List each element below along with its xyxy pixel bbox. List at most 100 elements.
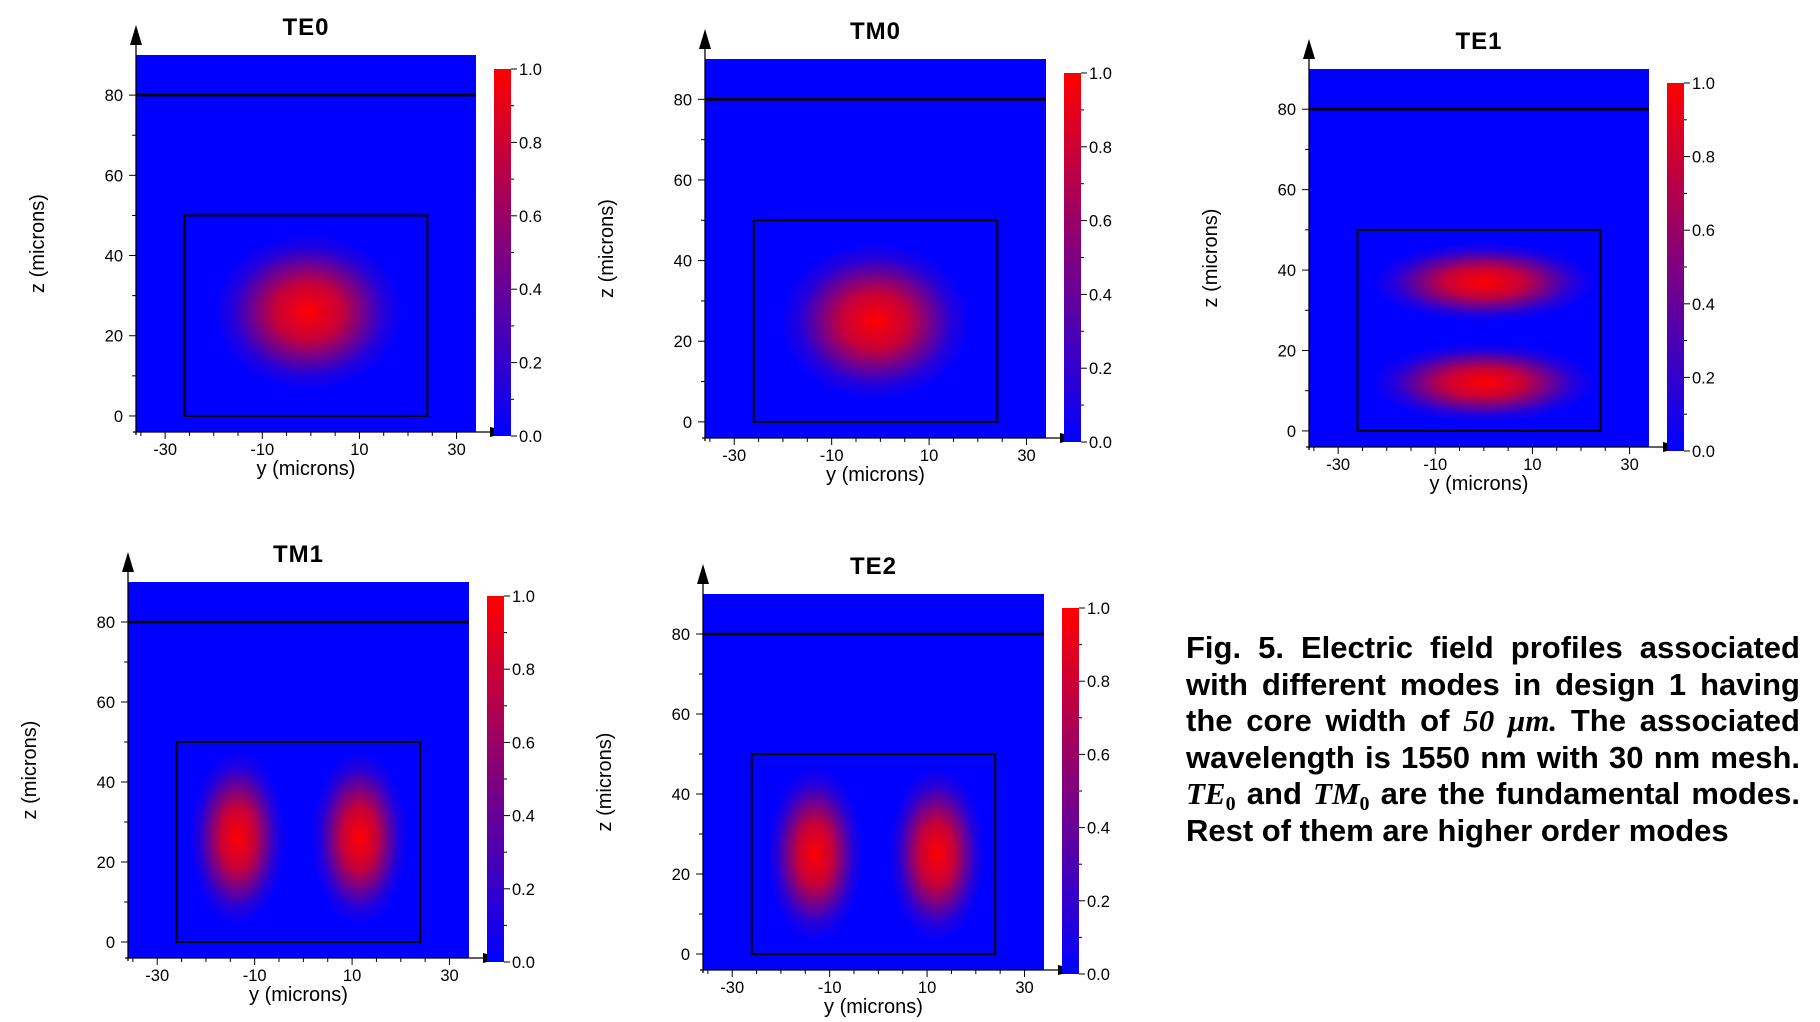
x-axis-label: y (microns) — [826, 464, 925, 486]
colorbar-tick-label: 1.0 — [519, 61, 542, 79]
caption-and: and — [1246, 776, 1302, 811]
x-tick-label: 10 — [1523, 456, 1541, 474]
y-tick-label: 20 — [1278, 342, 1296, 360]
mode-panel-te2: -30 -10 10 30 0 20 40 60 80 TE2 y (microns) z (micr… — [594, 553, 1110, 1018]
field-lobe-1 — [766, 766, 864, 942]
x-tick-label: 30 — [1620, 456, 1638, 474]
x-tick-label: -10 — [243, 967, 267, 985]
field-lobe-2 — [311, 750, 408, 926]
y-tick-label: 40 — [672, 786, 690, 804]
x-tick-label: -30 — [1326, 456, 1350, 474]
colorbar — [1062, 608, 1079, 974]
y-tick-label: 60 — [105, 167, 123, 185]
figure-caption: Fig. 5. Electric field profiles associat… — [1186, 630, 1800, 849]
y-axis-label: z (microns) — [27, 194, 49, 293]
y-tick-label: 80 — [1278, 101, 1296, 119]
colorbar-tick-label: 0.0 — [512, 954, 535, 972]
colorbar-tick-label: 0.6 — [512, 734, 535, 752]
colorbar-tick-label: 0.0 — [519, 428, 542, 446]
colorbar-tick-label: 0.0 — [1087, 966, 1110, 984]
y-axis-label: z (microns) — [19, 721, 41, 820]
x-tick-label: 30 — [1017, 447, 1035, 465]
colorbar — [1667, 83, 1684, 451]
colorbar — [1064, 73, 1081, 442]
caption-width-unit: μm. — [1507, 703, 1558, 738]
y-axis-arrow — [699, 29, 711, 49]
x-axis-label: y (microns) — [1430, 473, 1529, 495]
field-background — [128, 582, 469, 958]
colorbar-tick-label: 0.8 — [519, 134, 542, 152]
colorbar-tick-label: 0.0 — [1089, 434, 1112, 452]
colorbar-tick-label: 1.0 — [1089, 65, 1112, 83]
x-tick-label: 10 — [920, 447, 938, 465]
field-lobe-1 — [213, 233, 404, 391]
colorbar-tick-label: 0.2 — [1692, 369, 1715, 387]
colorbar-tick-label: 0.8 — [1087, 673, 1110, 691]
y-axis-label: z (microns) — [594, 733, 616, 832]
caption-mid: The associated wavelength is 1550 nm wit… — [1186, 703, 1800, 775]
colorbar-tick-label: 0.4 — [1087, 820, 1110, 838]
x-tick-label: -10 — [250, 441, 274, 459]
y-axis-arrow — [130, 25, 142, 45]
colorbar-tick-label: 0.6 — [1087, 746, 1110, 764]
y-tick-label: 60 — [672, 706, 690, 724]
colorbar — [494, 69, 511, 436]
y-tick-label: 20 — [674, 333, 692, 351]
y-tick-label: 0 — [681, 946, 690, 964]
colorbar-tick-label: 0.2 — [519, 355, 542, 373]
mode-panel-te1: -30 -10 10 30 0 20 40 60 80 TE1 y (microns) z (micr… — [1200, 28, 1715, 495]
x-axis-label: y (microns) — [257, 458, 356, 480]
x-tick-label: 30 — [440, 967, 458, 985]
x-tick-label: 10 — [918, 979, 936, 997]
core-outline — [183, 214, 429, 417]
core-outline — [752, 219, 999, 423]
panel-title: TE0 — [282, 14, 329, 41]
field-lobe-1 — [189, 750, 286, 926]
colorbar-tick-label: 0.4 — [519, 281, 542, 299]
panel-title: TM0 — [850, 18, 901, 45]
y-axis-arrow — [122, 552, 134, 572]
x-tick-label: 10 — [350, 441, 368, 459]
colorbar — [487, 596, 504, 962]
panel-title: TM1 — [273, 541, 324, 568]
x-tick-label: 30 — [447, 441, 465, 459]
colorbar-tick-label: 0.2 — [1087, 893, 1110, 911]
y-axis-arrow — [1303, 39, 1315, 59]
y-tick-label: 40 — [105, 248, 123, 266]
core-outline — [1356, 228, 1602, 432]
colorbar-tick-label: 1.0 — [1087, 600, 1110, 618]
colorbar-tick-label: 1.0 — [512, 588, 535, 606]
y-axis-label: z (microns) — [1200, 209, 1222, 308]
colorbar-tick-label: 0.6 — [519, 208, 542, 226]
colorbar-tick-label: 0.6 — [1692, 222, 1715, 240]
field-lobe-1 — [780, 242, 971, 400]
y-tick-label: 20 — [672, 866, 690, 884]
mode-panel-tm1: -30 -10 10 30 0 20 40 60 80 TM1 y (microns) z (micr… — [19, 541, 535, 1006]
y-tick-label: 0 — [683, 414, 692, 432]
y-axis-label: z (microns) — [596, 199, 618, 298]
y-tick-label: 80 — [97, 614, 115, 632]
y-tick-label: 40 — [97, 774, 115, 792]
field-lobe-1 — [1372, 242, 1596, 322]
core-outline — [750, 753, 997, 955]
x-tick-label: 30 — [1015, 979, 1033, 997]
colorbar-tick-label: 0.6 — [1089, 213, 1112, 231]
y-axis-arrow — [697, 564, 709, 584]
y-tick-label: 40 — [674, 253, 692, 271]
field-lobe-2 — [1372, 342, 1596, 423]
y-tick-label: 0 — [106, 934, 115, 952]
colorbar-tick-label: 0.2 — [1089, 360, 1112, 378]
panel-title: TE2 — [850, 553, 897, 580]
y-tick-label: 20 — [105, 328, 123, 346]
y-tick-label: 60 — [97, 694, 115, 712]
colorbar-tick-label: 0.4 — [1692, 296, 1715, 314]
x-tick-label: -10 — [820, 447, 844, 465]
x-tick-label: -10 — [1423, 456, 1447, 474]
colorbar-tick-label: 0.4 — [1089, 286, 1112, 304]
x-tick-label: -30 — [153, 441, 177, 459]
y-tick-label: 80 — [672, 626, 690, 644]
y-tick-label: 60 — [1278, 182, 1296, 200]
colorbar-tick-label: 0.8 — [1089, 139, 1112, 157]
